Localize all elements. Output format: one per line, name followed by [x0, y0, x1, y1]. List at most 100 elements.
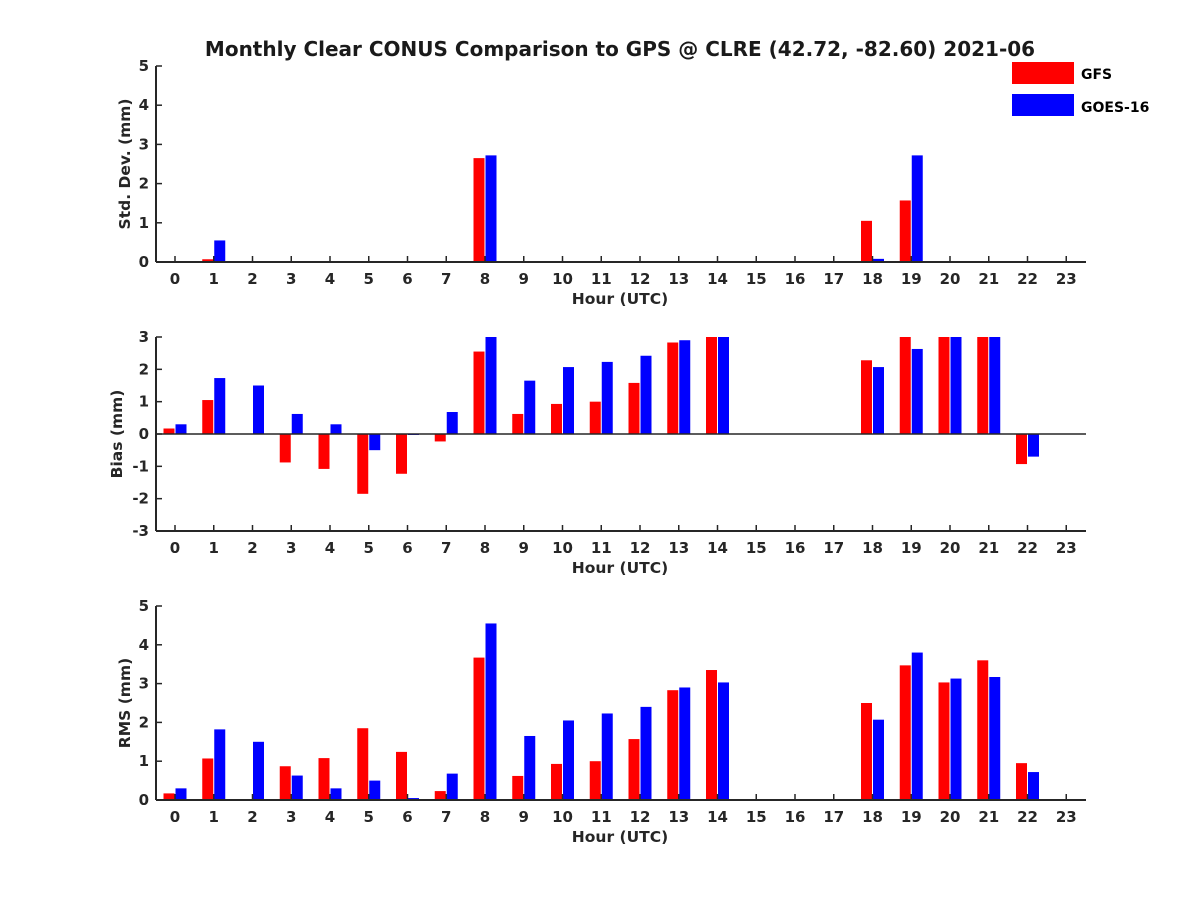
x-tick-label: 18 — [862, 539, 883, 557]
x-tick-label: 17 — [823, 539, 844, 557]
x-tick-label: 17 — [823, 808, 844, 826]
bar-gfs-hour-9 — [512, 413, 524, 434]
legend-swatch-goes16 — [1012, 94, 1074, 116]
x-tick-label: 3 — [286, 808, 296, 826]
bar-goes16-hour-4 — [330, 788, 342, 800]
y-tick-label: 4 — [139, 636, 149, 654]
bar-goes16-hour-20 — [950, 678, 962, 800]
bar-goes16-hour-1 — [214, 240, 226, 262]
x-tick-label: 23 — [1056, 808, 1077, 826]
bar-goes16-hour-0 — [175, 788, 187, 800]
x-tick-label: 1 — [209, 808, 219, 826]
x-tick-label: 22 — [1017, 539, 1038, 557]
bar-gfs-hour-8 — [473, 351, 485, 434]
x-tick-label: 7 — [441, 808, 451, 826]
bar-gfs-hour-8 — [473, 657, 485, 800]
x-tick-label: 1 — [209, 270, 219, 288]
x-tick-label: 13 — [668, 808, 689, 826]
bar-goes16-hour-8 — [485, 155, 497, 262]
bar-goes16-hour-2 — [253, 385, 264, 434]
x-tick-label: 14 — [707, 808, 728, 826]
bar-goes16-hour-20 — [950, 337, 962, 434]
x-tick-label: 0 — [170, 270, 180, 288]
bar-gfs-hour-18 — [861, 360, 872, 434]
x-tick-label: 14 — [707, 270, 728, 288]
x-tick-label: 18 — [862, 808, 883, 826]
x-tick-label: 15 — [746, 539, 767, 557]
y-tick-label: 2 — [139, 360, 149, 378]
x-tick-label: 7 — [441, 539, 451, 557]
bar-goes16-hour-7 — [446, 412, 458, 434]
y-tick-label: 5 — [139, 597, 149, 615]
y-tick-label: 0 — [139, 425, 149, 443]
bar-goes16-hour-7 — [446, 773, 458, 800]
bar-goes16-hour-22 — [1028, 772, 1039, 800]
bar-goes16-hour-19 — [911, 348, 923, 434]
x-tick-label: 18 — [862, 270, 883, 288]
bar-goes16-hour-11 — [601, 361, 613, 434]
bar-goes16-hour-14 — [718, 337, 729, 434]
x-tick-label: 16 — [785, 539, 806, 557]
x-tick-label: 22 — [1017, 270, 1038, 288]
bar-gfs-hour-6 — [396, 434, 407, 474]
bar-goes16-hour-2 — [253, 741, 264, 800]
x-tick-label: 20 — [940, 270, 961, 288]
bar-gfs-hour-7 — [434, 791, 446, 800]
x-tick-label: 21 — [978, 808, 999, 826]
bar-gfs-hour-9 — [512, 775, 524, 800]
y-tick-label: 0 — [139, 791, 149, 809]
bar-goes16-hour-8 — [485, 623, 497, 800]
y-tick-label: 1 — [139, 393, 149, 411]
legend-label-gfs: GFS — [1081, 67, 1112, 83]
bar-gfs-hour-19 — [899, 665, 911, 800]
x-tick-label: 12 — [630, 808, 651, 826]
bar-goes16-hour-13 — [679, 687, 691, 800]
x-tick-label: 19 — [901, 539, 922, 557]
y-tick-label: 4 — [139, 96, 149, 114]
x-tick-label: 7 — [441, 270, 451, 288]
bar-gfs-hour-11 — [589, 761, 601, 800]
bar-gfs-hour-3 — [279, 434, 291, 463]
bar-goes16-hour-21 — [989, 677, 1001, 800]
bar-gfs-hour-18 — [861, 220, 872, 262]
x-tick-label: 3 — [286, 270, 296, 288]
bar-gfs-hour-6 — [396, 751, 407, 800]
bar-gfs-hour-19 — [899, 200, 911, 262]
bar-goes16-hour-12 — [640, 355, 652, 434]
x-tick-label: 9 — [519, 539, 529, 557]
legend: GFS GOES-16 — [1012, 62, 1149, 116]
x-tick-label: 14 — [707, 539, 728, 557]
x-tick-label: 11 — [591, 808, 612, 826]
x-tick-label: 10 — [552, 539, 573, 557]
bar-goes16-hour-1 — [214, 729, 226, 800]
bar-gfs-hour-14 — [706, 670, 717, 800]
chart-title: Monthly Clear CONUS Comparison to GPS @ … — [205, 37, 1035, 61]
bar-goes16-hour-0 — [175, 424, 187, 434]
bar-gfs-hour-3 — [279, 766, 291, 800]
bar-gfs-hour-21 — [977, 337, 989, 434]
x-tick-label: 20 — [940, 539, 961, 557]
x-tick-label: 22 — [1017, 808, 1038, 826]
x-tick-label: 4 — [325, 270, 335, 288]
x-axis-label: Hour (UTC) — [572, 290, 668, 308]
bar-goes16-hour-10 — [563, 367, 574, 434]
bar-goes16-hour-18 — [873, 367, 884, 434]
x-tick-label: 21 — [978, 270, 999, 288]
x-tick-label: 9 — [519, 808, 529, 826]
y-tick-label: -3 — [132, 522, 149, 540]
bar-gfs-hour-13 — [667, 342, 679, 434]
x-tick-label: 8 — [480, 808, 490, 826]
x-tick-label: 12 — [630, 539, 651, 557]
x-tick-label: 1 — [209, 539, 219, 557]
x-tick-label: 6 — [402, 270, 412, 288]
x-tick-label: 19 — [901, 270, 922, 288]
bar-gfs-hour-20 — [938, 682, 950, 800]
x-tick-label: 17 — [823, 270, 844, 288]
y-axis-label: RMS (mm) — [116, 658, 134, 748]
bar-goes16-hour-3 — [291, 775, 303, 800]
x-tick-label: 2 — [247, 808, 257, 826]
y-tick-label: 1 — [139, 214, 149, 232]
x-tick-label: 0 — [170, 539, 180, 557]
